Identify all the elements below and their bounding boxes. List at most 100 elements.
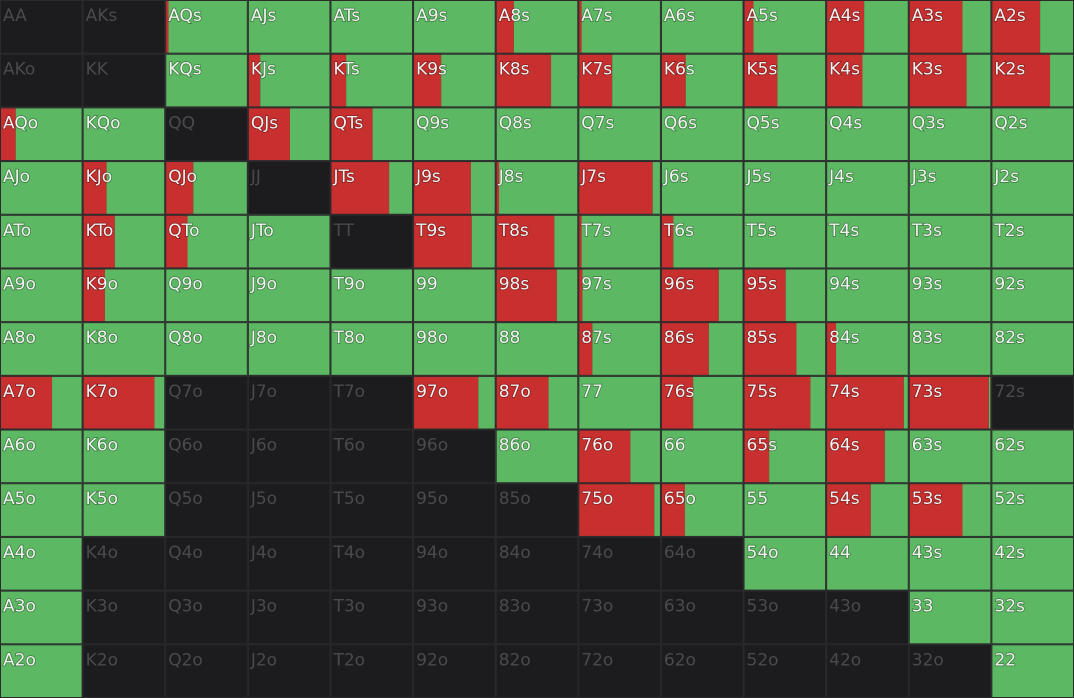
hand-cell[interactable]: 97o xyxy=(413,375,496,430)
hand-cell[interactable]: 64s xyxy=(826,429,909,484)
hand-cell[interactable]: T8o xyxy=(330,322,414,376)
hand-cell[interactable]: 54s xyxy=(826,483,909,537)
hand-cell[interactable]: 62s xyxy=(991,429,1074,484)
hand-cell[interactable]: A9o xyxy=(0,268,83,323)
hand-cell[interactable]: 93o xyxy=(413,590,496,645)
hand-cell[interactable]: 84o xyxy=(495,536,579,591)
hand-cell[interactable]: Q4o xyxy=(165,536,248,591)
hand-cell[interactable]: Q3s xyxy=(908,107,992,162)
hand-cell[interactable]: 53o xyxy=(743,590,827,645)
hand-cell[interactable]: J4o xyxy=(247,536,331,591)
hand-cell[interactable]: 76o xyxy=(578,429,661,484)
hand-cell[interactable]: JTs xyxy=(330,161,414,215)
hand-cell[interactable]: 85s xyxy=(743,322,827,376)
hand-cell[interactable]: 95s xyxy=(743,268,827,323)
hand-cell[interactable]: 73o xyxy=(578,590,661,645)
hand-cell[interactable]: JJ xyxy=(247,161,331,215)
hand-cell[interactable]: 96o xyxy=(413,429,496,484)
hand-cell[interactable]: J7s xyxy=(578,161,661,215)
hand-cell[interactable]: J6o xyxy=(247,429,331,484)
hand-cell[interactable]: Q6s xyxy=(660,107,744,162)
hand-cell[interactable]: T3o xyxy=(330,590,414,645)
hand-cell[interactable]: K6o xyxy=(82,429,166,484)
hand-cell[interactable]: AJo xyxy=(0,161,83,215)
hand-cell[interactable]: 54o xyxy=(743,536,827,591)
hand-cell[interactable]: QTs xyxy=(330,107,414,162)
hand-cell[interactable]: Q5s xyxy=(743,107,827,162)
hand-cell[interactable]: J7o xyxy=(247,375,331,430)
hand-cell[interactable]: 74s xyxy=(826,375,909,430)
hand-cell[interactable]: 87s xyxy=(578,322,661,376)
hand-cell[interactable]: Q5o xyxy=(165,483,248,537)
hand-cell[interactable]: A8s xyxy=(495,0,579,54)
hand-cell[interactable]: Q8o xyxy=(165,322,248,376)
hand-cell[interactable]: J8o xyxy=(247,322,331,376)
hand-cell[interactable]: 96s xyxy=(660,268,744,323)
hand-cell[interactable]: J5o xyxy=(247,483,331,537)
hand-cell[interactable]: K7o xyxy=(82,375,166,430)
hand-cell[interactable]: K9s xyxy=(413,53,496,108)
hand-cell[interactable]: 87o xyxy=(495,375,579,430)
hand-cell[interactable]: Q6o xyxy=(165,429,248,484)
hand-cell[interactable]: 77 xyxy=(578,375,661,430)
hand-cell[interactable]: 86o xyxy=(495,429,579,484)
hand-cell[interactable]: A4s xyxy=(826,0,909,54)
hand-cell[interactable]: 93s xyxy=(908,268,992,323)
hand-cell[interactable]: T4o xyxy=(330,536,414,591)
hand-cell[interactable]: J2o xyxy=(247,644,331,698)
hand-cell[interactable]: A2o xyxy=(0,644,83,698)
hand-cell[interactable]: KJo xyxy=(82,161,166,215)
hand-cell[interactable]: 95o xyxy=(413,483,496,537)
hand-cell[interactable]: KQo xyxy=(82,107,166,162)
hand-cell[interactable]: T2s xyxy=(991,214,1074,269)
hand-cell[interactable]: AJs xyxy=(247,0,331,54)
hand-cell[interactable]: 64o xyxy=(660,536,744,591)
hand-cell[interactable]: K5s xyxy=(743,53,827,108)
hand-cell[interactable]: 83s xyxy=(908,322,992,376)
hand-cell[interactable]: JTo xyxy=(247,214,331,269)
hand-cell[interactable]: T6o xyxy=(330,429,414,484)
hand-cell[interactable]: T3s xyxy=(908,214,992,269)
hand-cell[interactable]: K3o xyxy=(82,590,166,645)
hand-cell[interactable]: 82s xyxy=(991,322,1074,376)
hand-cell[interactable]: AA xyxy=(0,0,83,54)
hand-cell[interactable]: K6s xyxy=(660,53,744,108)
hand-cell[interactable]: KK xyxy=(82,53,166,108)
hand-cell[interactable]: Q7s xyxy=(578,107,661,162)
hand-cell[interactable]: K8s xyxy=(495,53,579,108)
hand-cell[interactable]: 92o xyxy=(413,644,496,698)
hand-cell[interactable]: 52o xyxy=(743,644,827,698)
hand-cell[interactable]: 22 xyxy=(991,644,1074,698)
hand-cell[interactable]: A9s xyxy=(413,0,496,54)
hand-cell[interactable]: 76s xyxy=(660,375,744,430)
hand-cell[interactable]: TT xyxy=(330,214,414,269)
hand-cell[interactable]: 63o xyxy=(660,590,744,645)
hand-cell[interactable]: QJo xyxy=(165,161,248,215)
hand-cell[interactable]: J3o xyxy=(247,590,331,645)
hand-cell[interactable]: T9s xyxy=(413,214,496,269)
hand-cell[interactable]: 42o xyxy=(826,644,909,698)
hand-cell[interactable]: K4o xyxy=(82,536,166,591)
hand-cell[interactable]: 52s xyxy=(991,483,1074,537)
hand-cell[interactable]: 73s xyxy=(908,375,992,430)
hand-cell[interactable]: K2o xyxy=(82,644,166,698)
hand-cell[interactable]: Q4s xyxy=(826,107,909,162)
hand-cell[interactable]: A2s xyxy=(991,0,1074,54)
hand-cell[interactable]: T5o xyxy=(330,483,414,537)
hand-cell[interactable]: 88 xyxy=(495,322,579,376)
hand-cell[interactable]: 55 xyxy=(743,483,827,537)
hand-cell[interactable]: 75o xyxy=(578,483,661,537)
hand-cell[interactable]: Q2o xyxy=(165,644,248,698)
hand-cell[interactable]: 82o xyxy=(495,644,579,698)
hand-cell[interactable]: AQo xyxy=(0,107,83,162)
hand-cell[interactable]: 44 xyxy=(826,536,909,591)
hand-cell[interactable]: 66 xyxy=(660,429,744,484)
hand-cell[interactable]: A6s xyxy=(660,0,744,54)
hand-cell[interactable]: T9o xyxy=(330,268,414,323)
hand-cell[interactable]: T5s xyxy=(743,214,827,269)
hand-cell[interactable]: 43o xyxy=(826,590,909,645)
hand-cell[interactable]: K2s xyxy=(991,53,1074,108)
hand-cell[interactable]: Q9s xyxy=(413,107,496,162)
hand-cell[interactable]: A5o xyxy=(0,483,83,537)
hand-cell[interactable]: K8o xyxy=(82,322,166,376)
